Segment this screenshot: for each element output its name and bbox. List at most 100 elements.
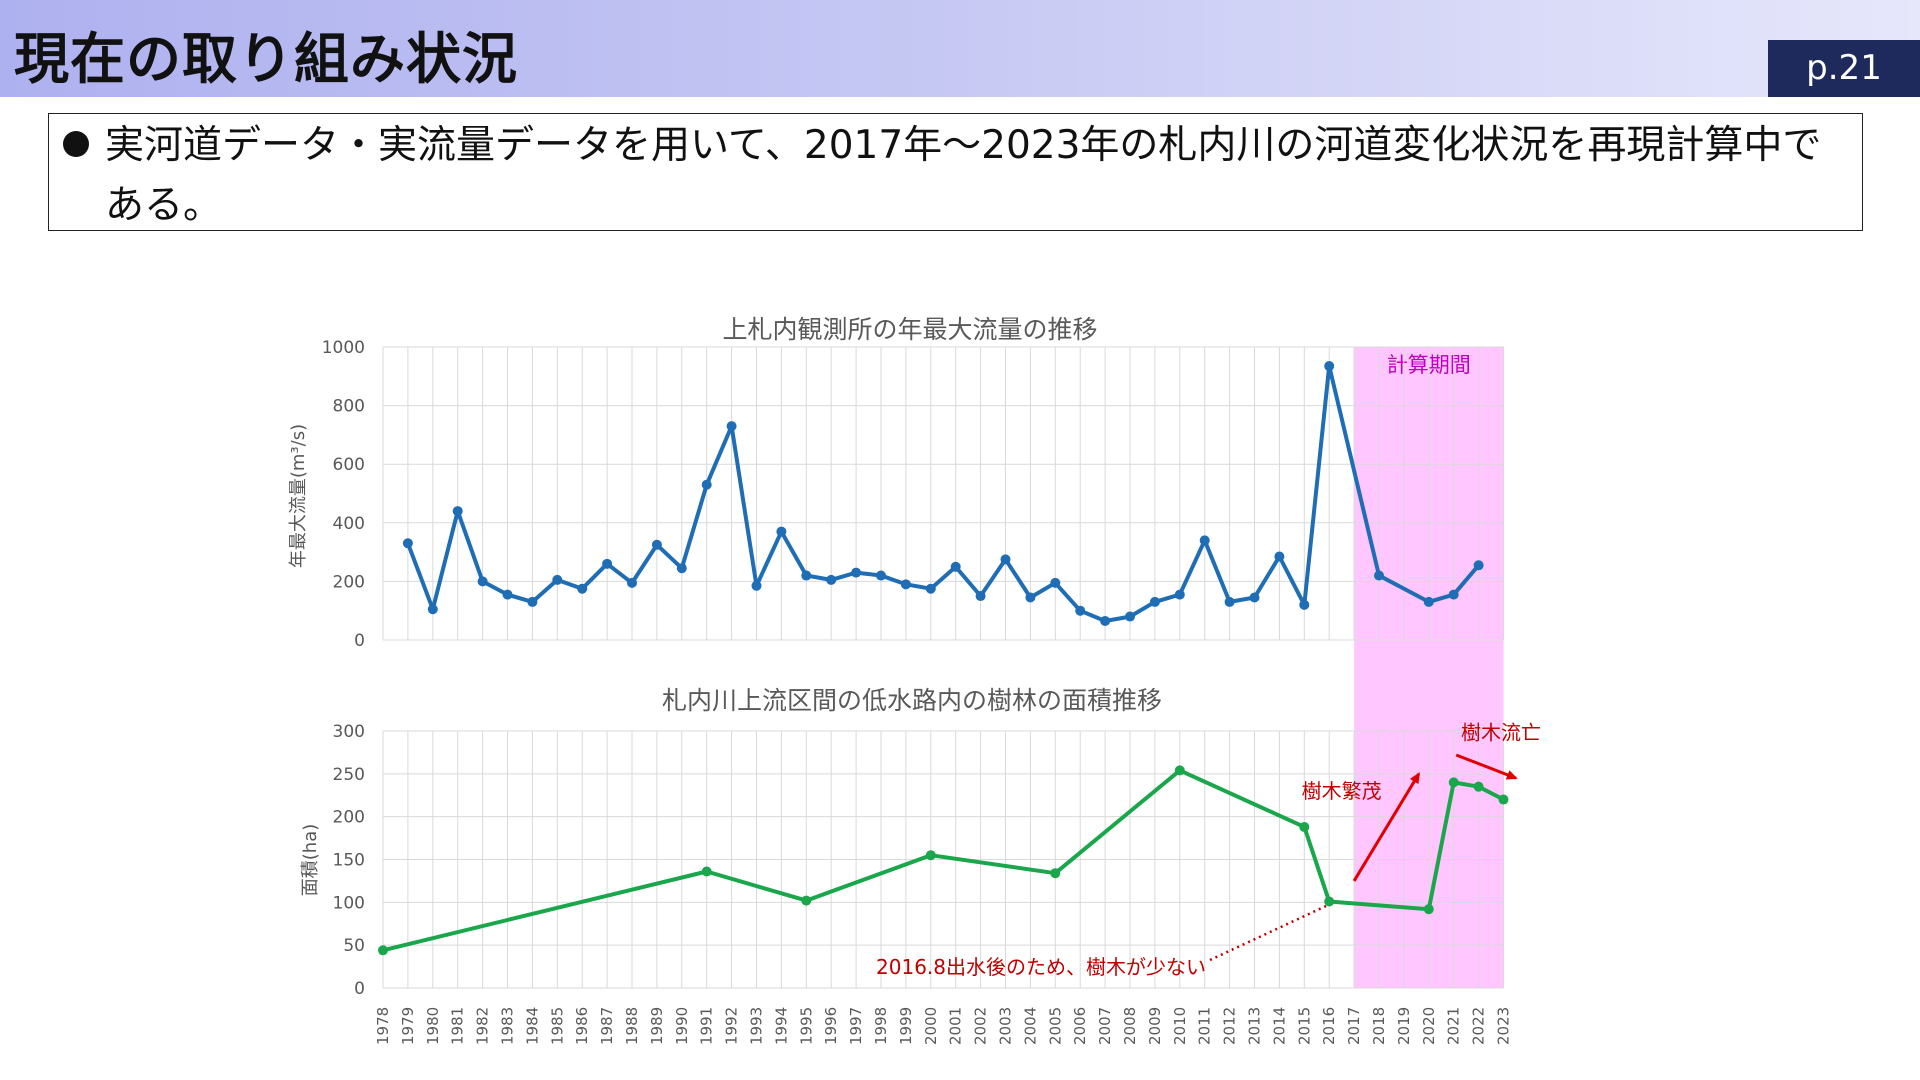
flow-y-tick-label: 800 bbox=[333, 397, 365, 417]
flow-point bbox=[851, 567, 862, 578]
area-x-tick-label: 2014 bbox=[1270, 1007, 1288, 1045]
flow-point bbox=[1100, 615, 1111, 626]
few-trees-leader-line bbox=[1209, 904, 1328, 962]
area-point bbox=[1423, 904, 1434, 915]
area-x-tick-label: 2004 bbox=[1021, 1007, 1039, 1045]
flow-point bbox=[1149, 596, 1160, 607]
few-trees-annotation: 2016.8出水後のため、樹木が少ない bbox=[876, 955, 1206, 979]
area-point bbox=[925, 850, 936, 861]
flow-point bbox=[552, 574, 563, 585]
area-point bbox=[378, 945, 388, 956]
area-x-tick-label: 1979 bbox=[399, 1007, 417, 1045]
area-y-tick-label: 100 bbox=[333, 893, 365, 913]
flow-y-tick-label: 200 bbox=[333, 572, 365, 592]
flow-point bbox=[826, 574, 837, 585]
area-x-tick-label: 2008 bbox=[1121, 1007, 1139, 1045]
flow-point bbox=[1374, 570, 1384, 581]
area-x-tick-label: 2022 bbox=[1470, 1007, 1488, 1045]
tree-washout-annotation: 樹木流亡 bbox=[1461, 721, 1541, 745]
flow-point bbox=[1174, 589, 1185, 600]
area-chart-x-ticks: 1978 1979 1980 1981 1982 1983 1984 1985 1986 1987… bbox=[374, 1007, 1513, 1045]
area-x-tick-label: 1984 bbox=[523, 1007, 541, 1045]
flow-point bbox=[950, 561, 961, 572]
flow-point bbox=[651, 539, 662, 550]
area-x-tick-label: 2011 bbox=[1196, 1007, 1214, 1045]
flow-point bbox=[1448, 589, 1459, 600]
area-x-tick-label: 1993 bbox=[748, 1007, 766, 1045]
area-x-tick-label: 2020 bbox=[1420, 1007, 1438, 1045]
area-y-tick-label: 200 bbox=[333, 808, 365, 828]
bullet-text: 実河道データ・実流量データを用いて、2017年～2023年の札内川の河道変化状況… bbox=[105, 123, 1822, 228]
area-x-tick-label: 2017 bbox=[1345, 1007, 1363, 1045]
area-chart-title: 札内川上流区間の低水路内の樹林の面積推移 bbox=[662, 686, 1162, 715]
flow-point bbox=[925, 583, 936, 594]
area-x-tick-label: 1997 bbox=[847, 1007, 865, 1045]
flow-point bbox=[751, 580, 762, 591]
area-x-tick-label: 1982 bbox=[474, 1007, 492, 1045]
flow-point bbox=[1025, 592, 1036, 603]
flow-point bbox=[1324, 361, 1335, 372]
area-x-tick-label: 1985 bbox=[548, 1007, 566, 1045]
area-x-tick-label: 2006 bbox=[1071, 1007, 1089, 1045]
area-x-tick-label: 1995 bbox=[797, 1007, 815, 1045]
area-x-tick-label: 1987 bbox=[598, 1007, 616, 1045]
flow-point bbox=[452, 506, 463, 517]
area-chart-y-ticks: 0 50 100 150 200 250 300 bbox=[333, 722, 365, 999]
area-x-tick-label: 2002 bbox=[972, 1007, 990, 1045]
area-x-tick-label: 1986 bbox=[573, 1007, 591, 1045]
area-chart-y-axis-title: 面積(ha) bbox=[300, 824, 321, 896]
area-point bbox=[701, 866, 712, 877]
flow-point bbox=[876, 570, 886, 581]
flow-point bbox=[975, 591, 986, 602]
area-point bbox=[1448, 777, 1459, 788]
area-y-tick-label: 300 bbox=[333, 722, 365, 742]
flow-point bbox=[1249, 592, 1260, 603]
flow-chart-y-ticks: 0 200 400 600 800 1000 bbox=[322, 338, 365, 651]
flow-chart-title: 上札内観測所の年最大流量の推移 bbox=[722, 315, 1097, 344]
area-point bbox=[801, 895, 812, 906]
area-x-tick-label: 1980 bbox=[424, 1007, 442, 1045]
area-point bbox=[1498, 794, 1509, 805]
area-x-tick-label: 2000 bbox=[922, 1007, 940, 1045]
flow-point bbox=[1075, 605, 1086, 616]
area-y-tick-label: 0 bbox=[354, 979, 365, 999]
flow-point bbox=[1423, 596, 1434, 607]
area-x-tick-label: 1999 bbox=[897, 1007, 915, 1045]
area-x-tick-label: 1988 bbox=[623, 1007, 641, 1045]
area-x-tick-label: 1983 bbox=[499, 1007, 517, 1045]
flow-point bbox=[1125, 611, 1135, 622]
flow-point bbox=[627, 577, 637, 588]
flow-point bbox=[427, 604, 438, 615]
flow-y-tick-label: 600 bbox=[333, 455, 365, 475]
area-x-tick-label: 1998 bbox=[872, 1007, 890, 1045]
area-x-tick-label: 2007 bbox=[1096, 1007, 1114, 1045]
area-y-tick-label: 50 bbox=[343, 936, 365, 956]
area-x-tick-label: 2013 bbox=[1246, 1007, 1264, 1045]
flow-point bbox=[1000, 554, 1011, 565]
flow-point bbox=[1473, 560, 1484, 571]
area-x-tick-label: 1981 bbox=[449, 1007, 467, 1045]
flow-series bbox=[402, 361, 1484, 626]
flow-line bbox=[406, 364, 1481, 623]
bullet-dot-icon bbox=[63, 131, 89, 157]
area-x-tick-label: 1996 bbox=[822, 1007, 840, 1045]
area-point bbox=[1473, 781, 1484, 792]
flow-point bbox=[1199, 535, 1210, 546]
area-x-tick-label: 1992 bbox=[723, 1007, 741, 1045]
area-x-tick-label: 2012 bbox=[1221, 1007, 1239, 1045]
flow-point bbox=[477, 576, 488, 587]
area-x-tick-label: 1994 bbox=[772, 1007, 790, 1045]
flow-y-tick-label: 1000 bbox=[322, 338, 365, 358]
area-x-tick-label: 2009 bbox=[1146, 1007, 1164, 1045]
area-series bbox=[378, 765, 1509, 956]
area-x-tick-label: 2018 bbox=[1370, 1007, 1388, 1045]
area-x-tick-label: 1978 bbox=[374, 1007, 392, 1045]
flow-point bbox=[1299, 599, 1310, 610]
flow-point bbox=[676, 563, 687, 574]
area-y-tick-label: 150 bbox=[333, 851, 365, 871]
area-y-tick-label: 250 bbox=[333, 765, 365, 785]
area-x-tick-label: 2010 bbox=[1171, 1007, 1189, 1045]
flow-point bbox=[402, 538, 413, 549]
flow-chart-y-axis-title: 年最大流量(m³/s) bbox=[288, 424, 309, 568]
